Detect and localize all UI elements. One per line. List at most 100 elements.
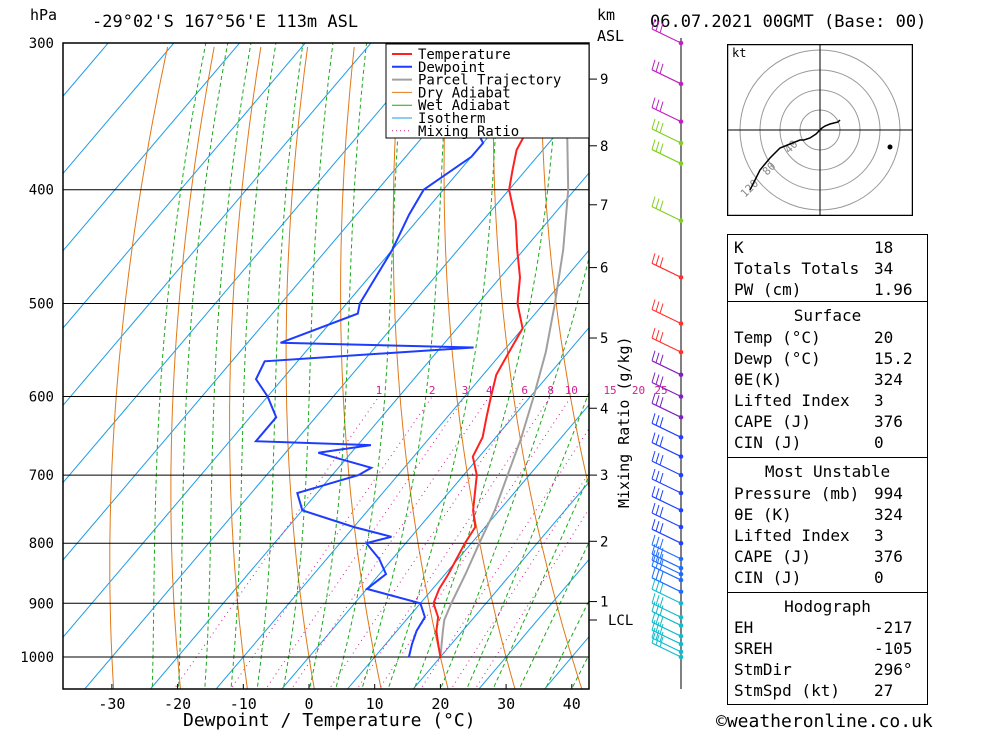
wind-barb <box>651 553 682 569</box>
wind-barb-feather <box>659 538 664 550</box>
wind-barb-feather <box>659 397 664 408</box>
mu-thetae-value: 324 <box>874 505 903 524</box>
wind-barb <box>651 422 682 438</box>
wind-barb-feather <box>655 621 660 633</box>
wind-barb <box>651 621 682 637</box>
sfc-li-label: Lifted Index <box>734 391 850 410</box>
wind-barb-feather <box>651 579 656 590</box>
indices-surface: Surface Temp (°C) 20 Dewp (°C) 15.2 θE(K) 3… <box>727 301 928 458</box>
pressure-tick-label: 400 <box>29 183 54 199</box>
wind-level-dot <box>678 140 684 146</box>
wind-barb-feather <box>651 627 656 639</box>
wind-level-dot <box>678 540 684 546</box>
wind-barb-feather <box>651 196 656 207</box>
wind-barb-feather <box>655 301 660 312</box>
wind-level-dot <box>678 654 684 660</box>
dry-adiabat-line <box>443 46 516 689</box>
wind-barb-feather <box>651 519 656 530</box>
wind-barb-feather <box>651 619 656 631</box>
wind-barb-feather <box>659 331 664 343</box>
mu-heading: Most Unstable <box>764 462 891 481</box>
wind-barb-feather <box>659 623 664 635</box>
wind-barb-feather <box>655 488 660 499</box>
height-unit-asl: ASL <box>597 27 625 45</box>
wind-level-dot <box>678 589 684 595</box>
wind-barb-feather <box>659 583 664 594</box>
totals-label: Totals Totals <box>734 259 860 278</box>
wind-level-dot <box>678 633 684 639</box>
dry-adiabat-line <box>285 46 315 689</box>
mu-cape-label: CAPE (J) <box>734 547 812 566</box>
height-tick-label: 4 <box>600 401 608 417</box>
wind-barb <box>651 512 682 528</box>
mixing-ratio-line <box>452 472 589 687</box>
wind-level-dot <box>678 614 684 620</box>
wind-barb <box>651 528 682 544</box>
wind-barb-feather <box>659 354 664 365</box>
wind-level-dot <box>678 40 684 46</box>
x-tick-label: -30 <box>98 695 125 713</box>
wind-barb-feather <box>659 143 664 154</box>
wind-barb-feather <box>655 352 660 363</box>
wind-barb-feather <box>655 61 660 72</box>
mu-pressure-value: 994 <box>874 484 903 503</box>
wind-barb-feather <box>655 595 660 606</box>
isotherm-line <box>63 43 438 484</box>
wind-barb-feather <box>659 417 664 428</box>
mixing-ratio-line <box>330 396 526 687</box>
mixing-ratio-tick-label: 8 <box>547 384 554 397</box>
wet-adiabat-line <box>257 43 304 687</box>
wind-barb <box>651 588 682 604</box>
k-value: 18 <box>874 238 894 257</box>
wind-barb-feather <box>659 436 664 447</box>
wind-level-dot <box>678 394 684 399</box>
dry-adiabat-line <box>492 46 583 689</box>
wind-barb-feather <box>659 605 664 616</box>
wind-barb-feather <box>655 99 660 110</box>
wind-level-dot <box>678 490 684 496</box>
wind-barb <box>651 602 682 618</box>
isotherm-line <box>63 43 306 329</box>
wind-barb <box>651 559 682 575</box>
wind-level-dot <box>678 218 684 223</box>
wind-level-dot <box>678 321 684 326</box>
wind-barb-feather <box>655 255 660 266</box>
mixing-ratio-tick-label: 2 <box>429 384 436 397</box>
mixing-ratio-tick-label: 1 <box>376 384 383 397</box>
wind-barb <box>651 637 682 653</box>
mu-thetae-label: θE (K) <box>734 505 792 524</box>
wind-barb <box>651 337 682 353</box>
dewpoint-line <box>253 43 549 658</box>
wind-level-dot <box>678 472 684 478</box>
wind-barb-feather <box>651 253 656 264</box>
mu-li-value: 3 <box>874 526 884 545</box>
wind-barb-feather <box>659 122 664 134</box>
wet-adiabat-line <box>519 541 589 687</box>
wind-level-dot <box>678 556 684 562</box>
wind-barb-feather <box>651 350 656 361</box>
wet-adiabat-line <box>309 43 368 687</box>
indices-general: K 18 Totals Totals 34 PW (cm) 1.96 <box>727 234 928 302</box>
wind-barb <box>651 642 682 658</box>
x-tick-label: 30 <box>497 695 515 713</box>
wet-adiabat-line <box>151 43 207 687</box>
sreh-label: SREH <box>734 639 773 658</box>
wind-barb-feather <box>655 569 660 580</box>
temperature-line <box>432 43 537 658</box>
wind-barb-feather <box>659 63 664 74</box>
wind-barb-feather <box>655 614 660 625</box>
wind-level-dot <box>678 623 684 628</box>
wind-barb <box>651 360 682 376</box>
indices-most-unstable: Most Unstable Pressure (mb) 994 θE (K) 324… <box>727 457 928 593</box>
sfc-temp-value: 20 <box>874 328 894 347</box>
wind-barb <box>651 381 682 398</box>
wind-barb-feather <box>659 376 664 387</box>
legend-box <box>385 43 590 139</box>
wind-barb-feather <box>651 450 656 462</box>
wind-level-dot <box>678 275 684 280</box>
wind-level-dot <box>678 161 684 166</box>
wind-level-dot <box>678 600 684 606</box>
